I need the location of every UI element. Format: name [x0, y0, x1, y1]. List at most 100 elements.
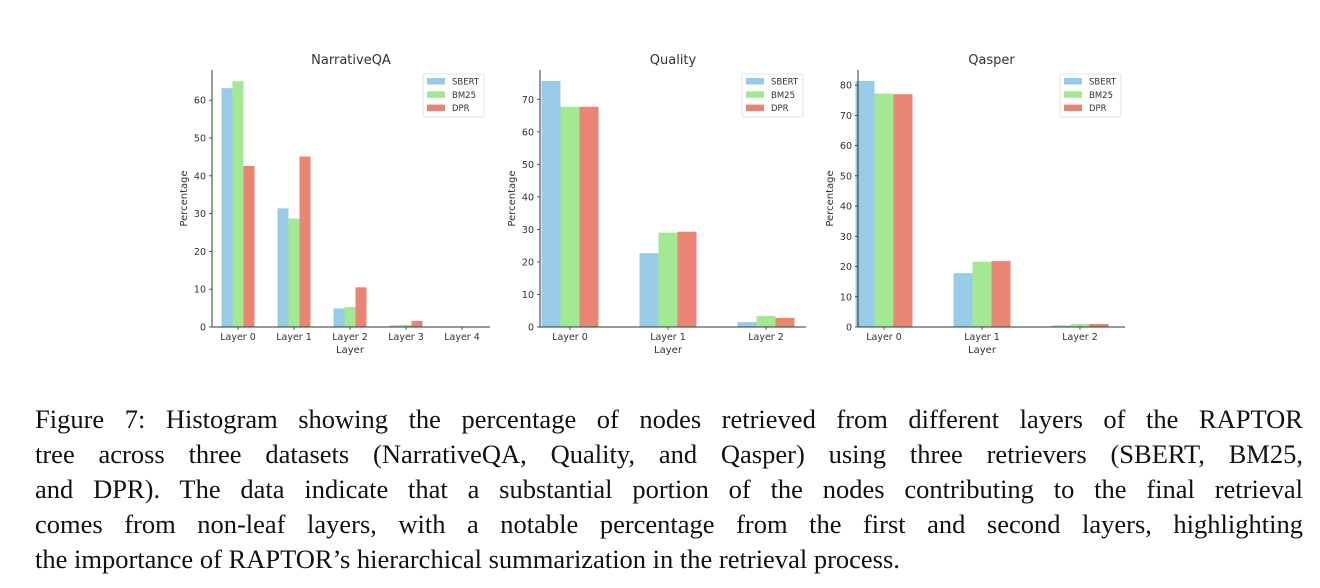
caption-line: Figure 7: Histogram showing the percenta… [35, 404, 1303, 434]
y-tick-label: 70 [840, 111, 852, 122]
bar-bm25-layer-2 [1070, 323, 1090, 327]
legend-label-bm25: BM25 [1089, 91, 1113, 101]
y-tick-label: 60 [194, 96, 206, 107]
legend-swatch-dpr [427, 104, 445, 112]
chart-title: NarrativeQA [311, 53, 391, 68]
y-tick-label: 30 [194, 209, 206, 220]
y-tick-label: 70 [522, 95, 534, 106]
bar-bm25-layer-0 [874, 93, 894, 327]
figure-charts: NarrativeQA Layer 0 Layer 1 Layer 2 Layer 3 L… [179, 53, 1125, 356]
bar-sbert-layer-1 [639, 253, 659, 327]
bar-sbert-layer-1 [277, 208, 289, 327]
bar-bm25-layer-2 [344, 306, 356, 327]
legend: SBERT BM25 DPR [741, 73, 804, 118]
bar-sbert-layer-1 [953, 273, 973, 327]
x-tick-label: Layer 1 [276, 332, 312, 343]
caption-line: tree across three datasets (NarrativeQA,… [35, 439, 1303, 469]
chart-qasper: Qasper Layer 0 Layer 1 Layer 2 0 10 20 30 40 50 60… [825, 53, 1125, 356]
x-tick-label: Layer 0 [552, 332, 588, 343]
legend-swatch-sbert [746, 78, 764, 85]
y-tick-label: 10 [840, 292, 852, 303]
bar-bm25-layer-1 [658, 232, 678, 327]
bar-sbert-layer-0 [541, 81, 561, 327]
bar-dpr-layer-2 [355, 287, 367, 327]
legend-label-sbert: SBERT [1089, 78, 1117, 88]
bar-dpr-layer-0 [893, 94, 913, 327]
y-tick-label: 80 [840, 81, 852, 92]
legend-swatch-sbert [427, 78, 445, 85]
bar-sbert-layer-2 [333, 308, 345, 327]
y-tick-label: 40 [522, 192, 534, 203]
legend-swatch-dpr [1064, 104, 1082, 112]
y-axis-label: Percentage [825, 170, 836, 226]
bar-sbert-layer-0 [855, 80, 875, 327]
y-tick-label: 10 [522, 290, 534, 301]
x-tick-label: Layer 2 [332, 332, 368, 343]
y-tick-label: 50 [840, 171, 852, 182]
bar-bm25-layer-1 [972, 261, 992, 327]
bar-bm25-layer-0 [560, 106, 580, 327]
legend-swatch-dpr [746, 104, 764, 112]
bar-dpr-layer-1 [677, 231, 697, 327]
y-tick-label: 20 [522, 257, 534, 268]
legend-label-dpr: DPR [771, 104, 789, 114]
x-tick-label: Layer 1 [964, 332, 1000, 343]
bar-bm25-layer-3 [400, 324, 412, 327]
y-tick-label: 50 [522, 160, 534, 171]
x-tick-label: Layer 3 [388, 332, 424, 343]
chart-title: Quality [650, 53, 697, 68]
bar-sbert-layer-2 [1051, 325, 1071, 327]
x-axis-label: Layer [968, 345, 997, 356]
legend-label-sbert: SBERT [452, 78, 480, 88]
y-tick-label: 0 [846, 323, 852, 334]
bar-bm25-layer-2 [756, 315, 776, 327]
legend-label-dpr: DPR [1089, 104, 1107, 114]
bar-dpr-layer-0 [579, 106, 599, 327]
legend: SBERT BM25 DPR [422, 73, 485, 118]
legend-swatch-bm25 [427, 91, 445, 98]
y-tick-label: 20 [840, 262, 852, 273]
x-tick-label: Layer 2 [1062, 332, 1098, 343]
bar-dpr-layer-1 [991, 261, 1011, 327]
bar-sbert-layer-0 [221, 88, 233, 327]
y-tick-label: 60 [840, 141, 852, 152]
y-tick-label: 30 [522, 225, 534, 236]
y-tick-label: 20 [194, 247, 206, 258]
x-tick-label: Layer 0 [220, 332, 256, 343]
chart-title: Qasper [968, 53, 1015, 68]
legend: SBERT BM25 DPR [1059, 73, 1122, 118]
x-axis-label: Layer [336, 345, 365, 356]
y-axis-label: Percentage [179, 170, 190, 226]
legend-swatch-sbert [1064, 78, 1082, 85]
x-tick-label: Layer 0 [866, 332, 902, 343]
y-tick-label: 40 [840, 202, 852, 213]
legend-label-bm25: BM25 [452, 91, 476, 101]
bar-dpr-layer-2 [775, 317, 795, 327]
y-tick-label: 30 [840, 232, 852, 243]
bar-bm25-layer-0 [232, 81, 244, 328]
x-tick-label: Layer 1 [650, 332, 686, 343]
legend-swatch-bm25 [1064, 91, 1082, 98]
bar-sbert-layer-3 [389, 325, 401, 327]
y-tick-label: 40 [194, 171, 206, 182]
y-tick-label: 0 [200, 323, 206, 334]
legend-label-bm25: BM25 [771, 91, 795, 101]
legend-swatch-bm25 [746, 91, 764, 98]
x-tick-label: Layer 4 [444, 332, 480, 343]
y-tick-label: 60 [522, 127, 534, 138]
caption-line: the importance of RAPTOR’s hierarchical … [35, 544, 900, 574]
x-axis-label: Layer [654, 345, 683, 356]
chart-narrativeqa: NarrativeQA Layer 0 Layer 1 Layer 2 Layer 3 L… [179, 53, 490, 356]
bar-bm25-layer-1 [288, 218, 300, 327]
legend-label-dpr: DPR [452, 104, 470, 114]
caption-line: and DPR). The data indicate that a subst… [35, 474, 1303, 504]
legend-label-sbert: SBERT [771, 78, 799, 88]
bar-dpr-layer-3 [411, 320, 423, 327]
y-axis-label: Percentage [507, 170, 518, 226]
figure-caption: Figure 7: Histogram showing the percenta… [35, 402, 1303, 577]
bar-dpr-layer-0 [243, 165, 255, 327]
bar-dpr-layer-1 [299, 156, 311, 327]
bar-sbert-layer-2 [737, 322, 757, 327]
caption-line: comes from non-leaf layers, with a notab… [35, 509, 1303, 539]
chart-quality: Quality Layer 0 Layer 1 Layer 2 0 10 20 30 40 50 6… [507, 53, 806, 356]
